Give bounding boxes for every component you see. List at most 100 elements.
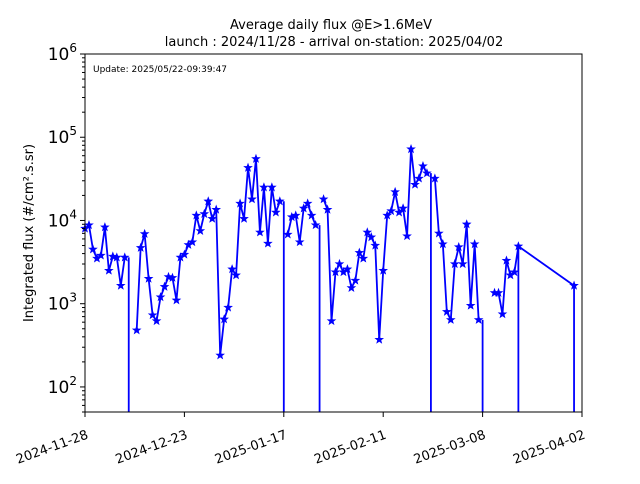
y-tick-label: 102: [48, 374, 77, 398]
data-point-marker: [422, 168, 432, 178]
data-point-marker: [171, 295, 182, 305]
data-point-marker: [306, 210, 317, 220]
y-tick-label-exponent: 3: [69, 291, 77, 305]
data-point-marker: [115, 280, 126, 290]
data-point-marker: [251, 153, 261, 163]
data-point-marker: [207, 213, 218, 223]
data-point-marker: [243, 162, 253, 172]
data-point-marker: [143, 273, 154, 283]
data-point-marker: [263, 238, 273, 248]
data-point-marker: [469, 239, 480, 249]
data-point-marker: [179, 249, 190, 259]
data-point-marker: [255, 227, 265, 237]
data-point-marker: [386, 205, 396, 216]
data-point-marker: [445, 314, 456, 324]
data-point-marker: [493, 287, 504, 297]
data-point-marker: [294, 237, 305, 247]
y-tick-label-base: 10: [48, 295, 70, 315]
data-point-marker: [330, 267, 341, 277]
y-tick-label: 104: [48, 207, 77, 231]
data-point-marker: [219, 314, 229, 324]
data-point-marker: [358, 253, 369, 263]
data-point-marker: [430, 173, 440, 183]
data-point-marker: [275, 196, 285, 206]
data-point-marker: [457, 258, 468, 269]
data-point-marker: [398, 203, 408, 213]
data-point-marker: [119, 252, 130, 262]
data-point-marker: [111, 252, 122, 262]
data-point-marker: [350, 275, 361, 285]
data-point-marker: [513, 241, 524, 251]
plot-frame: [84, 53, 583, 413]
y-tick-label-exponent: 5: [69, 124, 77, 138]
data-point-marker: [235, 198, 245, 208]
data-point-marker: [318, 194, 329, 204]
data-point-marker: [374, 334, 385, 344]
series-line-segment: [84, 224, 126, 287]
data-point-marker: [406, 144, 416, 154]
data-point-marker: [302, 198, 313, 208]
data-point-marker: [298, 203, 309, 213]
y-tick-label-base: 10: [48, 128, 70, 148]
data-point-marker: [96, 250, 106, 260]
data-point-marker: [310, 220, 321, 230]
y-tick-label-exponent: 2: [69, 374, 77, 388]
data-point-marker: [334, 258, 345, 269]
data-point-marker: [259, 182, 269, 192]
data-point-marker: [271, 207, 281, 217]
data-point-marker: [453, 241, 464, 252]
data-point-marker: [131, 325, 142, 335]
data-point-marker: [227, 264, 237, 274]
data-point-marker: [326, 315, 337, 326]
y-axis-label-text: Integrated flux (#/cm².s.sr): [22, 144, 37, 322]
data-point-marker: [195, 225, 206, 235]
data-point-marker: [239, 213, 249, 223]
chart-title: Average daily flux @E>1.6MeV: [230, 18, 432, 33]
data-point-marker: [231, 270, 241, 280]
data-point-marker: [414, 173, 424, 183]
data-point-marker: [569, 280, 579, 290]
data-point-marker: [199, 208, 210, 218]
data-point-marker: [155, 292, 166, 302]
x-tick-label: 2024-12-23: [114, 428, 190, 468]
data-point-marker: [509, 267, 520, 277]
series-layer: [80, 144, 579, 412]
data-point-marker: [378, 265, 389, 275]
data-point-marker: [362, 227, 373, 237]
data-point-marker: [473, 314, 484, 324]
y-tick-label-base: 10: [48, 211, 70, 231]
data-point-marker: [151, 315, 162, 326]
x-tick-label: 2025-02-11: [312, 428, 388, 468]
data-point-marker: [139, 228, 150, 238]
data-point-marker: [438, 239, 448, 249]
x-tick-label: 2025-04-02: [511, 428, 587, 468]
y-tick-label: 105: [48, 124, 77, 148]
data-point-marker: [215, 350, 225, 360]
x-tick-label: 2025-03-08: [412, 428, 488, 468]
data-point-marker: [322, 204, 333, 214]
data-point-marker: [88, 244, 98, 254]
data-point-marker: [191, 210, 202, 220]
data-point-marker: [267, 182, 277, 192]
data-point-marker: [84, 220, 94, 230]
update-annotation: Update: 2025/05/22-09:39:47: [93, 65, 227, 75]
data-point-marker: [147, 310, 158, 320]
data-point-marker: [290, 210, 301, 220]
y-tick-label-exponent: 6: [69, 41, 77, 55]
data-point-marker: [418, 161, 428, 171]
data-point-marker: [370, 240, 381, 250]
y-tick-label: 106: [48, 41, 77, 65]
data-point-marker: [211, 204, 222, 214]
data-point-marker: [442, 306, 452, 316]
data-point-marker: [203, 196, 214, 206]
data-point-marker: [342, 264, 353, 274]
data-point-marker: [465, 300, 476, 310]
data-point-marker: [390, 186, 400, 197]
data-point-marker: [104, 265, 114, 275]
data-point-marker: [346, 282, 357, 292]
data-point-marker: [223, 302, 233, 312]
data-point-marker: [366, 232, 377, 242]
data-point-marker: [187, 237, 198, 247]
